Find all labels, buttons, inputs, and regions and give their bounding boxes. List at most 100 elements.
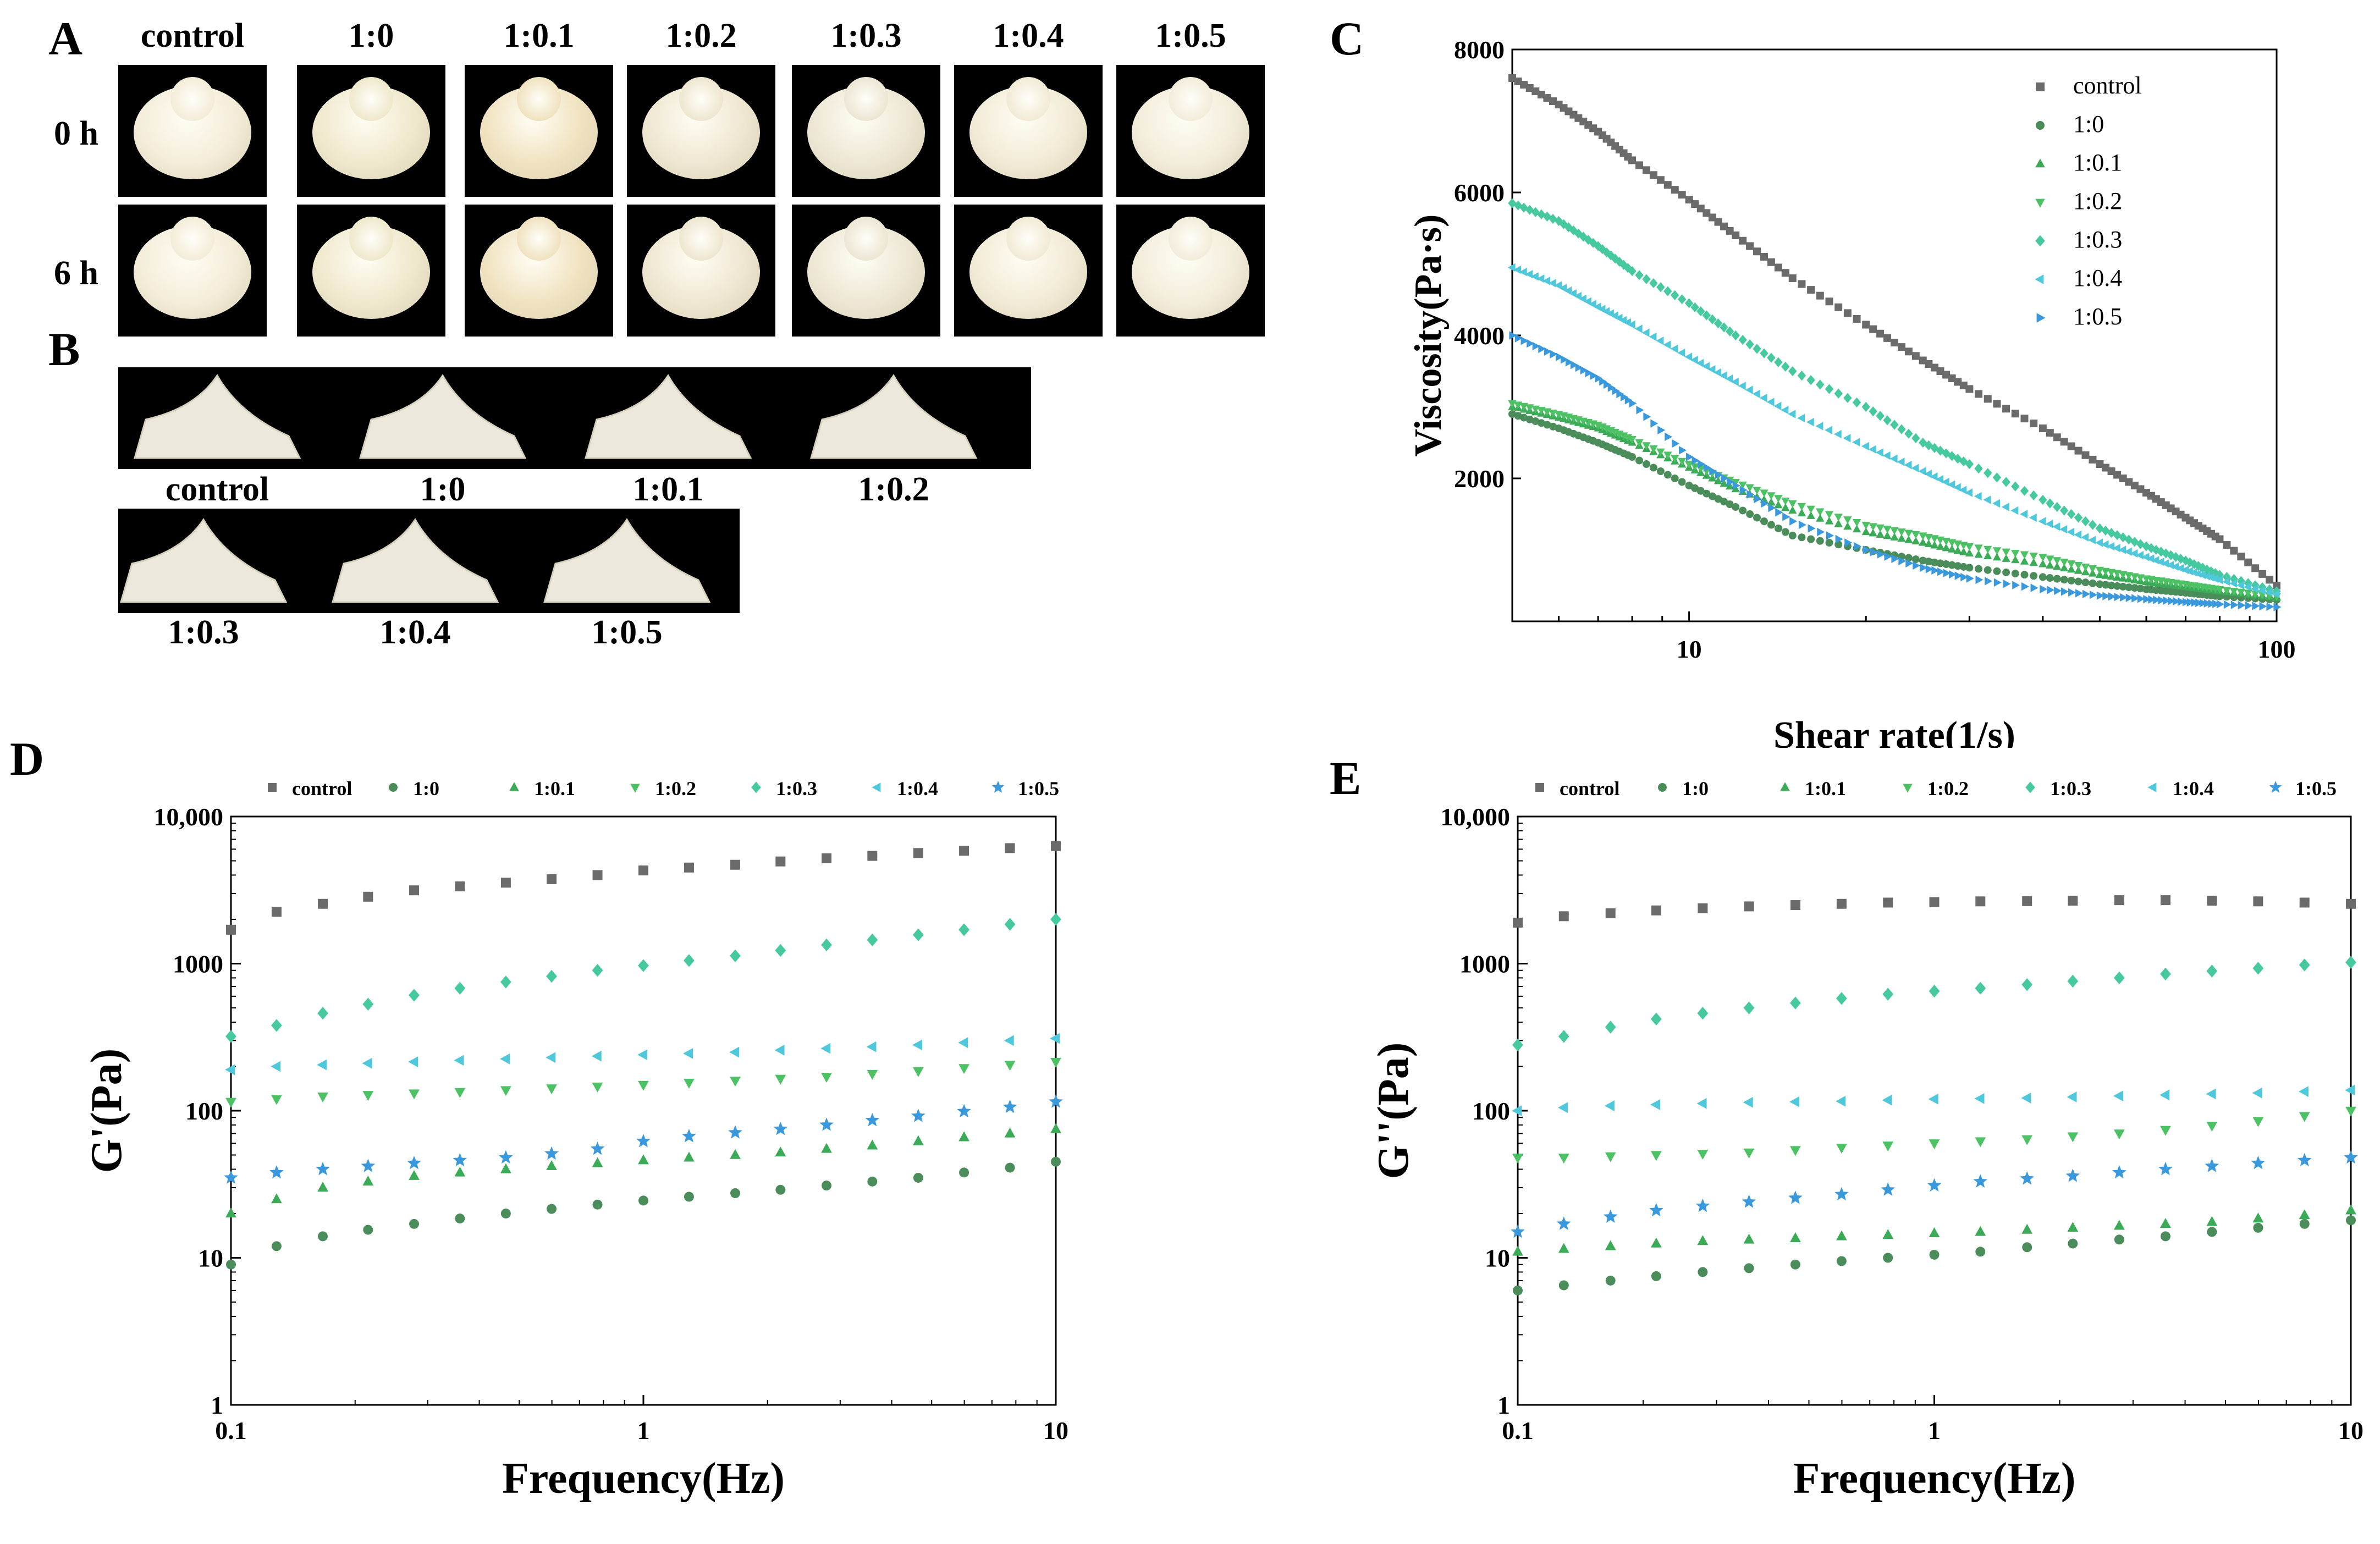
data-point [730,859,741,870]
data-point [271,1193,282,1204]
data-point [1913,561,1921,570]
panel-e-letter: E [1330,752,1362,804]
data-point [1927,1178,1942,1192]
data-point [2253,1222,2263,1233]
data-point [1051,841,1061,851]
data-point [1781,269,1789,277]
data-point [1726,500,1734,509]
data-point [1966,574,1974,583]
data-point [2136,551,2144,560]
cream-photo [954,65,1103,197]
data-point [912,928,924,941]
data-point [2060,576,2068,584]
data-point [1760,348,1769,359]
data-point [1835,534,1843,544]
data-point [1556,1216,1571,1230]
data-point [1564,222,1573,233]
data-point [1569,225,1578,236]
data-point [1531,417,1540,425]
data-point [1590,371,1598,380]
data-point [865,1113,880,1127]
data-point [2130,584,2139,592]
data-point [684,1078,695,1089]
cream-cross-section [585,374,752,459]
data-point [1649,464,1657,472]
data-point [1984,566,1992,574]
data-point [1919,356,1927,365]
data-point [2191,598,2199,607]
data-point [684,1151,695,1162]
data-point [1936,559,1944,567]
data-point [1564,286,1572,295]
data-point [2102,592,2111,600]
data-point [2067,576,2075,584]
data-point [1774,357,1783,367]
data-point [2067,1222,2079,1232]
data-point [2059,559,2069,567]
data-point [2059,563,2069,571]
data-point [1975,896,1986,907]
data-point [2067,1132,2079,1143]
data-point [867,1069,878,1080]
cream-swirl-peak [844,217,888,261]
data-point [362,1175,374,1185]
cream-swirl-peak [517,77,561,121]
data-point [2299,897,2310,908]
data-point [1834,303,1843,311]
data-point [822,1181,832,1191]
data-point [1767,258,1775,266]
data-point [1752,389,1760,399]
data-point [1954,562,1962,570]
data-point [1649,171,1657,179]
data-point [1569,289,1577,298]
data-point [1882,451,1891,460]
data-point [1882,1142,1894,1152]
data-point [1588,300,1596,308]
data-point [1714,368,1722,377]
data-point [2046,429,2054,437]
data-point [2176,554,2185,564]
data-point [1707,365,1716,374]
data-point [1665,432,1673,442]
data-point [2039,559,2047,567]
data-point [1862,321,1870,329]
data-point [592,1082,603,1093]
data-point [2189,568,2197,577]
legend-marker [2035,274,2044,284]
data-point [1797,371,1806,381]
data-point [1852,525,1861,533]
data-point [1512,1038,1523,1052]
data-point [1643,412,1651,421]
data-point [1929,984,1940,998]
legend-label: 1:0.5 [2295,777,2337,799]
data-point [2108,592,2116,601]
data-point [1753,514,1761,522]
data-point [2074,530,2082,539]
y-tick-label: 1000 [1459,950,1510,978]
data-point [1698,460,1706,468]
data-point [2259,602,2267,611]
data-point [1635,270,1644,280]
data-point [2107,467,2115,475]
data-point [1642,274,1651,284]
data-point [1984,395,1992,403]
data-point [821,1143,832,1153]
data-point [1836,1256,1847,1266]
x-tick-label: 10 [2338,1416,2364,1444]
data-point [500,1053,510,1065]
data-point [1975,1247,1986,1257]
data-point [1774,525,1782,532]
data-point [2045,520,2053,528]
data-point [2163,596,2171,605]
data-point [911,1109,925,1122]
y-axis-label: G'(Pa) [82,1049,131,1173]
data-point [1929,1139,1940,1150]
data-point [2252,1087,2262,1099]
data-point [590,1142,605,1155]
data-point [1651,1271,1661,1281]
legend-marker [1658,783,1667,792]
data-point [1542,277,1551,285]
data-point [1891,339,1898,346]
data-point [1663,181,1672,189]
data-point [1973,1174,1988,1188]
